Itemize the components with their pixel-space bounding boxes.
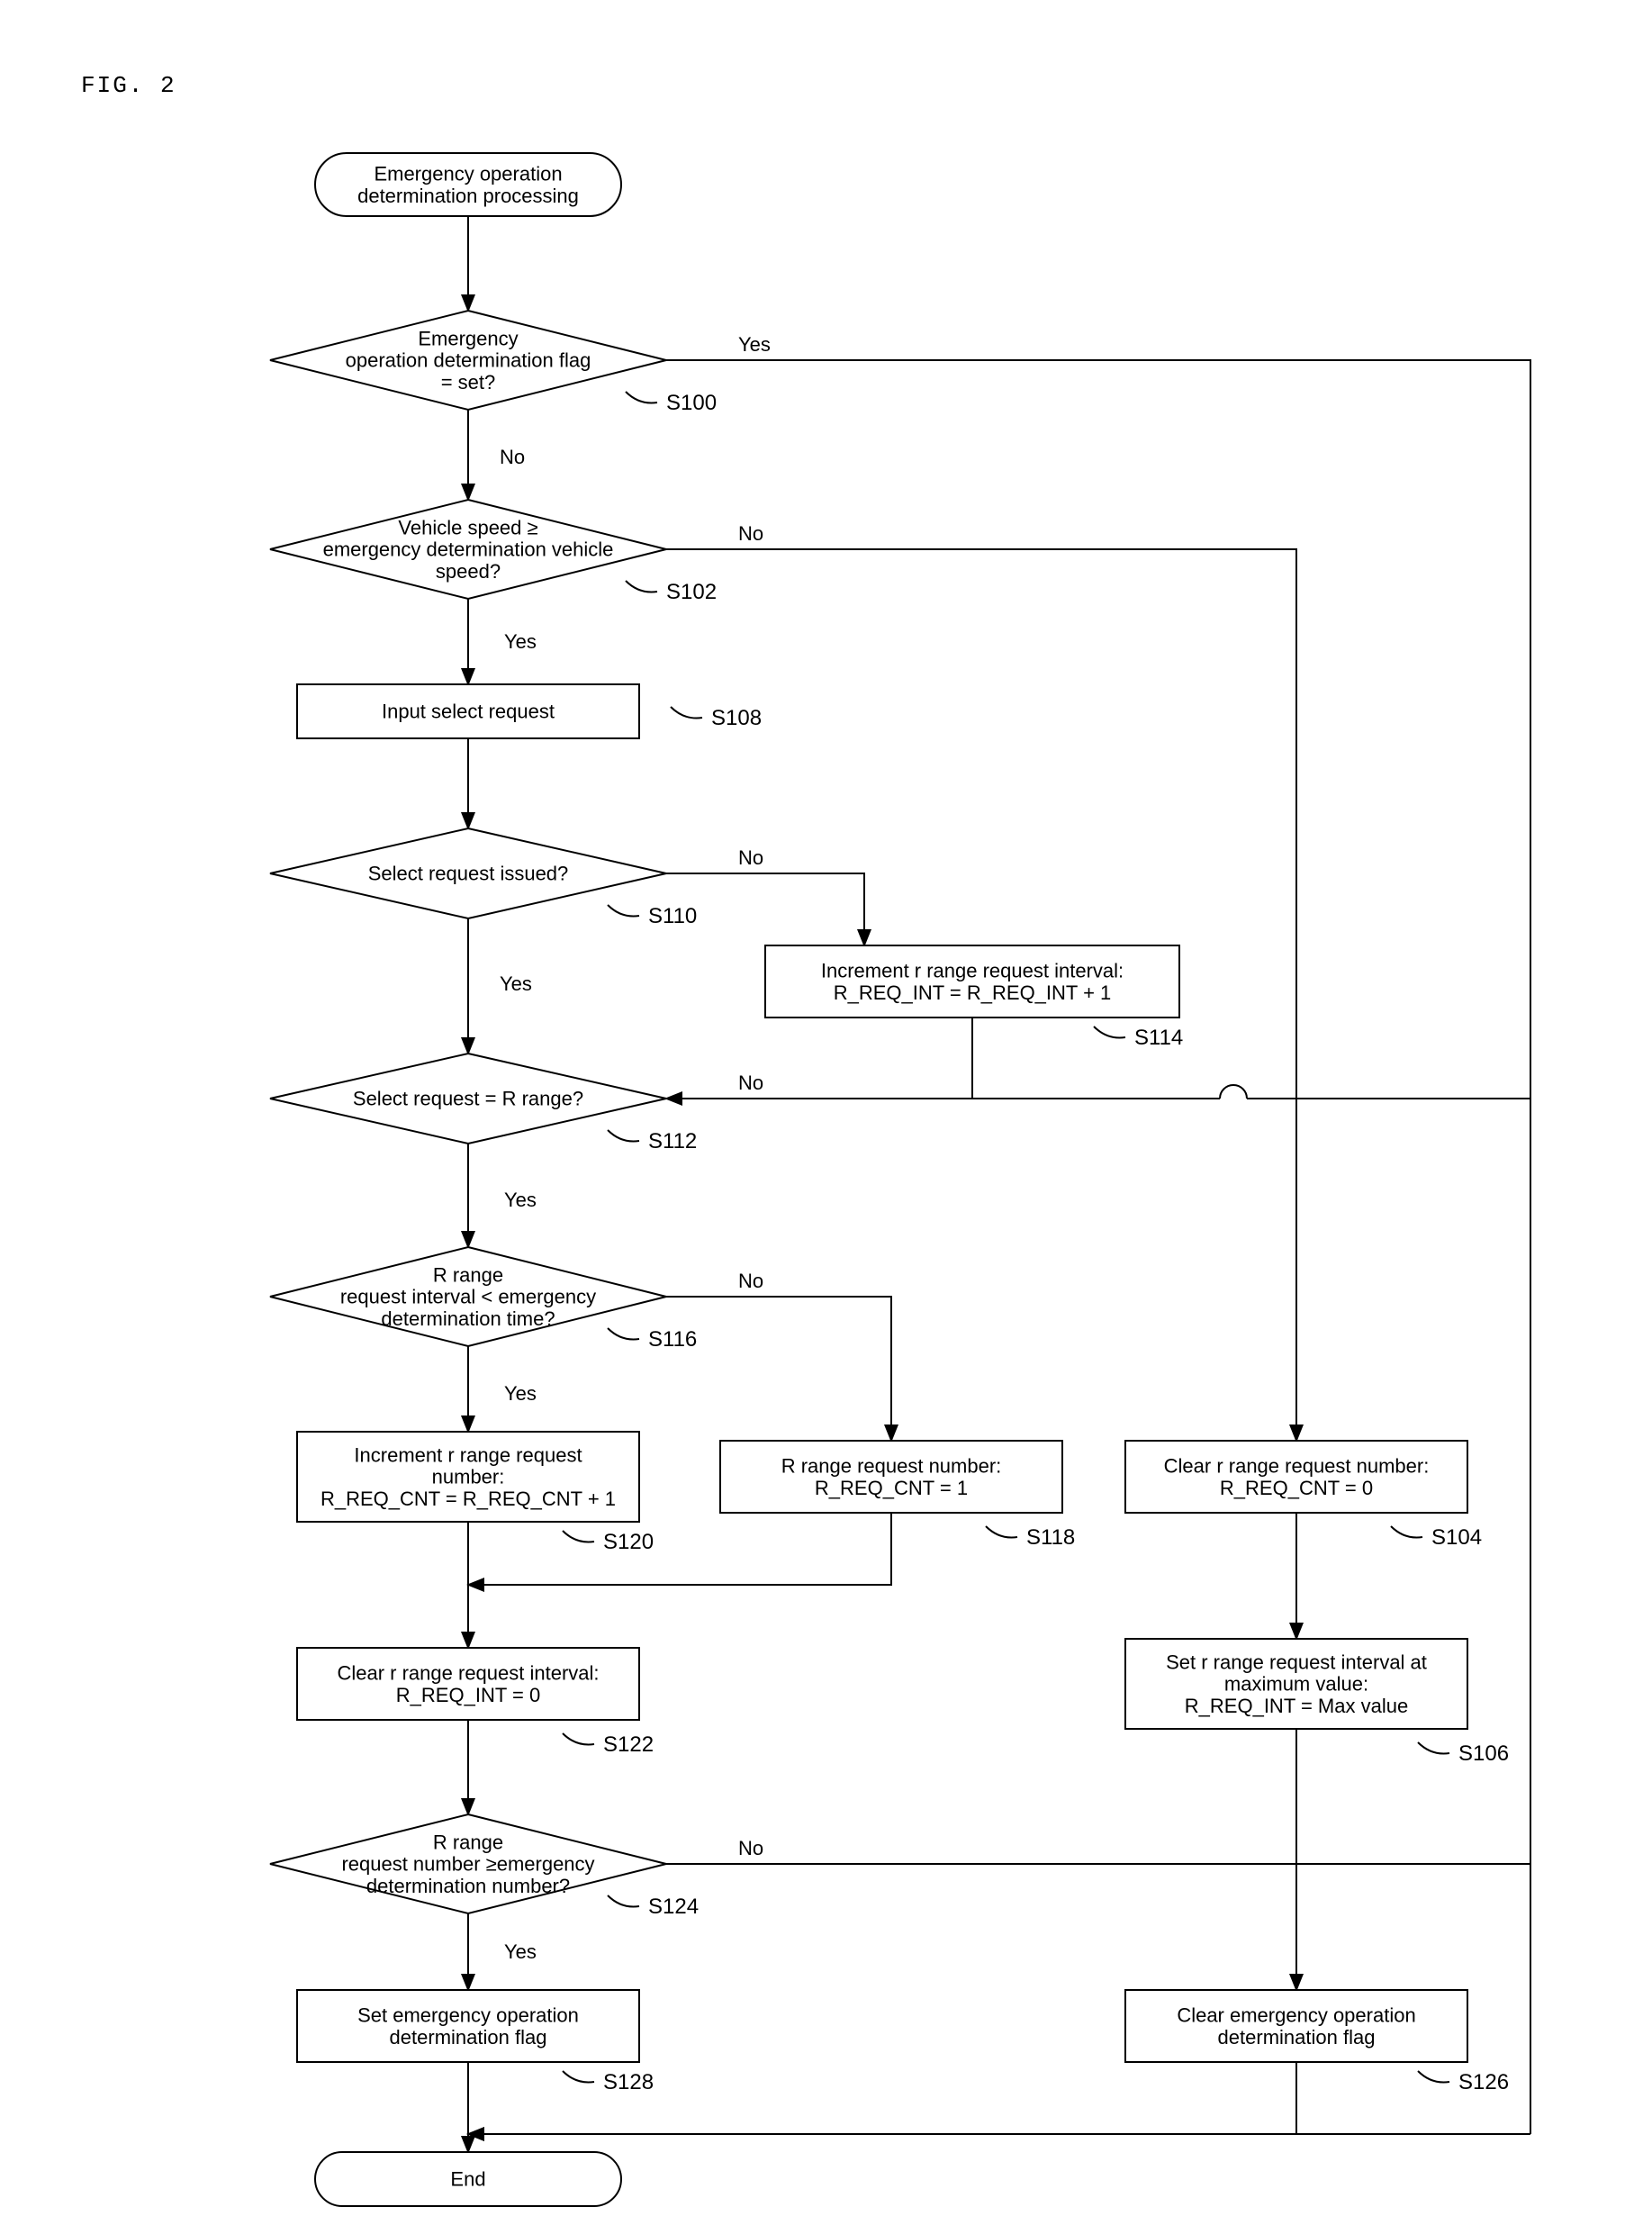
step-label: S100 xyxy=(666,391,717,415)
node-s118: R range request number:R_REQ_CNT = 1 xyxy=(720,1441,1062,1513)
figure-label: FIG. 2 xyxy=(81,72,176,99)
edge-label: Yes xyxy=(504,1940,537,1963)
edge-label: Yes xyxy=(504,1189,537,1211)
node-s114: Increment r range request interval:R_REQ… xyxy=(765,945,1179,1018)
node-s126: Clear emergency operationdetermination f… xyxy=(1125,1990,1467,2062)
node-s124: R rangerequest number ≥emergencydetermin… xyxy=(270,1814,666,1913)
svg-text:Set emergency operationdetermi: Set emergency operationdetermination fla… xyxy=(357,2004,579,2049)
flow-edge xyxy=(1220,1085,1247,1099)
edge-label: No xyxy=(738,1837,763,1859)
edge-label: No xyxy=(500,446,525,468)
step-label: S104 xyxy=(1431,1525,1482,1550)
flow-edge xyxy=(666,1018,972,1099)
node-s120: Increment r range requestnumber:R_REQ_CN… xyxy=(297,1432,639,1522)
edge-label: Yes xyxy=(504,630,537,653)
edge-label: No xyxy=(738,522,763,545)
step-label: S126 xyxy=(1458,2070,1509,2094)
step-label: S116 xyxy=(648,1327,697,1352)
svg-text:Select request = R range?: Select request = R range? xyxy=(353,1088,583,1110)
step-label: S106 xyxy=(1458,1741,1509,1766)
edge-label: No xyxy=(738,1270,763,1292)
edge-label: No xyxy=(738,846,763,869)
step-label: S110 xyxy=(648,904,697,928)
node-s128: Set emergency operationdetermination fla… xyxy=(297,1990,639,2062)
step-label: S114 xyxy=(1134,1026,1183,1050)
svg-text:Increment r range request inte: Increment r range request interval:R_REQ… xyxy=(821,960,1124,1004)
node-s102: Vehicle speed ≥emergency determination v… xyxy=(270,500,666,599)
edge-label: Yes xyxy=(738,333,771,356)
edge-label: No xyxy=(738,1072,763,1094)
step-label: S102 xyxy=(666,580,717,604)
svg-text:Emergency operationdeterminati: Emergency operationdetermination process… xyxy=(357,163,579,207)
flowchart: No Yes Yes No Yes No Yes No Yes No Yes No Emergency … xyxy=(0,0,1652,2229)
edge-label: Yes xyxy=(504,1382,537,1405)
step-label: S120 xyxy=(603,1530,654,1554)
node-start: Emergency operationdetermination process… xyxy=(315,153,621,216)
node-s104: Clear r range request number:R_REQ_CNT =… xyxy=(1125,1441,1467,1513)
flow-edge xyxy=(468,1513,891,1585)
svg-text:End: End xyxy=(450,2168,485,2191)
flow-edge xyxy=(666,1297,891,1441)
step-label: S122 xyxy=(603,1732,654,1757)
svg-text:Select request issued?: Select request issued? xyxy=(368,863,569,885)
edge-label: Yes xyxy=(500,972,532,995)
flow-edge xyxy=(666,360,1530,2134)
node-s108: Input select request xyxy=(297,684,639,738)
flow-edge xyxy=(468,2062,1296,2134)
step-label: S124 xyxy=(648,1895,699,1919)
node-s100: Emergencyoperation determination flag= s… xyxy=(270,311,666,410)
node-s106: Set r range request interval atmaximum v… xyxy=(1125,1639,1467,1729)
node-s112: Select request = R range? xyxy=(270,1054,666,1144)
step-label: S128 xyxy=(603,2070,654,2094)
step-label: S112 xyxy=(648,1129,697,1153)
node-end: End xyxy=(315,2152,621,2206)
node-s116: R rangerequest interval < emergencydeter… xyxy=(270,1247,666,1346)
svg-text:Input select request: Input select request xyxy=(382,701,555,723)
node-s110: Select request issued? xyxy=(270,828,666,918)
node-s122: Clear r range request interval:R_REQ_INT… xyxy=(297,1648,639,1720)
step-label: S118 xyxy=(1026,1525,1075,1550)
step-label: S108 xyxy=(711,706,762,730)
